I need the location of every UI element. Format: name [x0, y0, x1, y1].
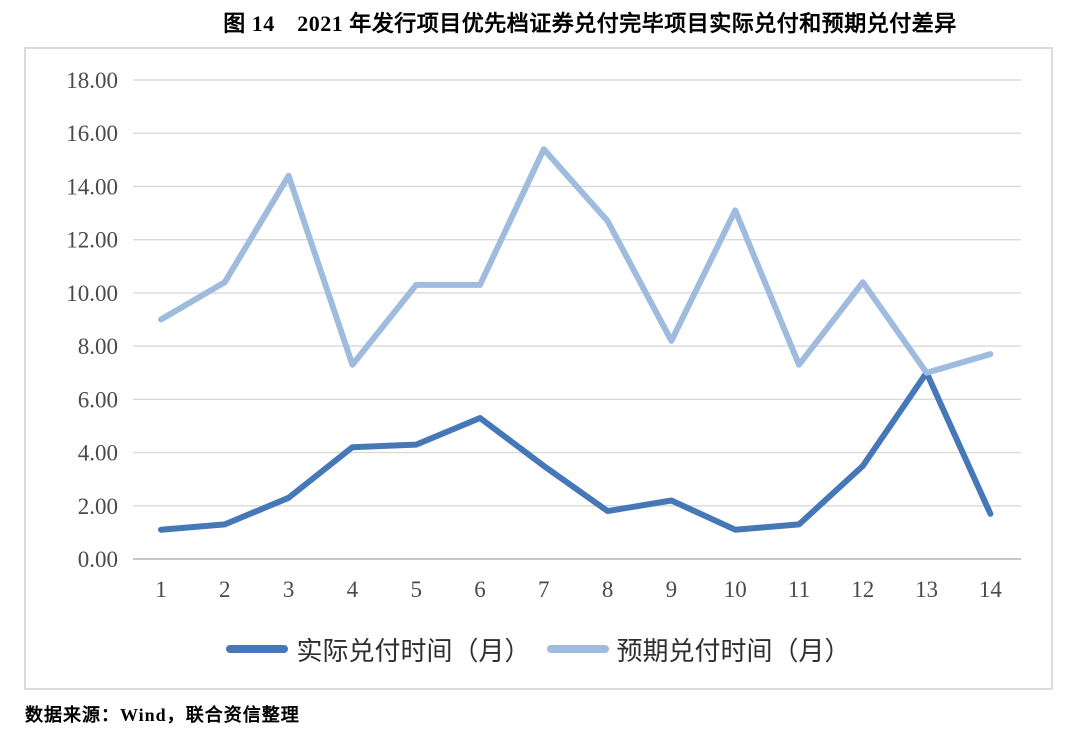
svg-text:14: 14 — [979, 577, 1003, 602]
legend-label-actual: 实际兑付时间（月） — [296, 636, 531, 666]
svg-text:3: 3 — [283, 577, 295, 602]
svg-text:8: 8 — [602, 577, 614, 602]
source-note: 数据来源：Wind，联合资信整理 — [25, 705, 300, 725]
svg-text:8.00: 8.00 — [78, 334, 118, 359]
actual-series-swatch-icon — [226, 645, 289, 653]
svg-text:6: 6 — [474, 577, 486, 602]
svg-text:4.00: 4.00 — [78, 441, 118, 466]
svg-text:1: 1 — [155, 577, 167, 602]
svg-text:12: 12 — [851, 577, 874, 602]
svg-text:16.00: 16.00 — [66, 121, 118, 146]
legend-item-expected: 预期兑付时间（月） — [546, 631, 851, 668]
expected-series-swatch-icon — [546, 645, 609, 653]
svg-text:10: 10 — [724, 577, 747, 602]
legend-label-expected: 预期兑付时间（月） — [616, 636, 851, 666]
svg-text:4: 4 — [347, 577, 359, 602]
svg-text:2.00: 2.00 — [78, 494, 118, 519]
chart-legend: 实际兑付时间（月） 预期兑付时间（月） — [26, 629, 1051, 669]
svg-text:10.00: 10.00 — [66, 281, 118, 306]
svg-text:14.00: 14.00 — [66, 174, 118, 199]
svg-text:5: 5 — [410, 577, 422, 602]
svg-text:2: 2 — [219, 577, 231, 602]
chart-title: 图 14 2021 年发行项目优先档证券兑付完毕项目实际兑付和预期兑付差异 — [223, 11, 957, 36]
svg-text:13: 13 — [915, 577, 938, 602]
legend-item-actual: 实际兑付时间（月） — [226, 631, 531, 668]
svg-text:18.00: 18.00 — [66, 68, 118, 93]
svg-text:7: 7 — [538, 577, 550, 602]
svg-text:9: 9 — [666, 577, 678, 602]
chart-frame: 0.00 2.00 4.00 6.00 8.00 10.00 12.00 14.00 16.00… — [24, 47, 1053, 690]
svg-text:11: 11 — [788, 577, 810, 602]
svg-text:6.00: 6.00 — [78, 387, 118, 412]
line-chart-plot: 0.00 2.00 4.00 6.00 8.00 10.00 12.00 14.00 16.00… — [66, 68, 1021, 602]
svg-text:12.00: 12.00 — [66, 228, 118, 253]
svg-text:0.00: 0.00 — [78, 547, 118, 572]
